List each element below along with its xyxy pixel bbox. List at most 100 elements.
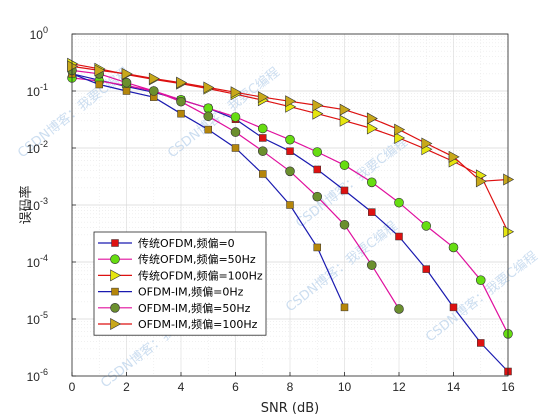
data-point-triangle	[67, 60, 79, 73]
x-tick-label: 16	[501, 380, 515, 394]
legend-label: OFDM-IM,频偏=100Hz	[138, 317, 258, 331]
data-point-circle	[394, 304, 404, 314]
data-point-circle	[203, 111, 214, 122]
x-axis-label: SNR (dB)	[261, 401, 319, 416]
y-tick-label: 10-5	[27, 310, 48, 327]
legend-item: 传统OFDM,频偏=0	[98, 236, 235, 250]
data-point-triangle	[366, 122, 378, 135]
x-tick-label: 14	[447, 380, 461, 394]
data-point-circle	[285, 166, 295, 177]
data-point-square	[368, 208, 376, 216]
data-point-circle	[257, 146, 268, 156]
data-point-circle	[339, 219, 350, 230]
series-5	[67, 65, 404, 314]
data-point-triangle	[285, 95, 297, 108]
data-point-triangle	[121, 67, 133, 80]
data-point-square	[95, 80, 103, 89]
data-point-square	[204, 125, 212, 134]
legend-label: OFDM-IM,频偏=0Hz	[138, 285, 244, 299]
y-tick-label: 10-1	[27, 82, 48, 99]
data-point-triangle	[203, 81, 215, 94]
legend: 传统OFDM,频偏=0 传统OFDM,频偏=50Hz 传统OFDM,频偏=100Hz…	[93, 231, 267, 336]
data-point-circle	[366, 260, 377, 270]
data-point-circle	[339, 160, 350, 170]
y-tick-label: 10-2	[27, 139, 48, 156]
data-point-circle	[285, 134, 295, 145]
data-point-triangle	[257, 91, 269, 104]
x-tick-label: 2	[123, 380, 130, 394]
data-point-square	[340, 303, 349, 312]
data-point-square	[340, 186, 349, 195]
legend-item: 传统OFDM,频偏=50Hz	[98, 252, 256, 266]
x-tick-label: 12	[392, 380, 406, 394]
series	[67, 57, 515, 376]
data-point-square	[422, 265, 430, 273]
data-point-triangle	[503, 225, 515, 238]
data-point-circle	[230, 112, 241, 122]
data-point-circle	[230, 127, 241, 137]
data-point-triangle	[366, 112, 378, 125]
watermark-text-6: CSDN博客：我要C编程	[423, 248, 541, 345]
data-point-triangle	[94, 64, 106, 77]
data-point-square	[449, 303, 458, 312]
data-point-circle	[110, 254, 120, 265]
data-point-circle	[475, 275, 486, 285]
x-tick-label: 8	[287, 380, 294, 394]
data-point-triangle	[475, 175, 487, 188]
data-point-triangle	[448, 150, 460, 163]
data-point-triangle	[110, 317, 122, 331]
data-point-square	[286, 147, 294, 155]
data-point-triangle	[110, 269, 122, 282]
legend-label: 传统OFDM,频偏=100Hz	[138, 268, 263, 282]
data-point-square	[177, 109, 185, 118]
data-point-triangle	[148, 72, 160, 85]
data-point-triangle	[312, 107, 324, 120]
legend-item: OFDM-IM,频偏=0Hz	[98, 285, 244, 299]
legend-label: 传统OFDM,频偏=50Hz	[138, 252, 256, 266]
legend-item: OFDM-IM,频偏=100Hz	[98, 317, 258, 331]
data-point-circle	[312, 147, 323, 157]
x-tick-label: 6	[232, 380, 239, 394]
data-point-circle	[110, 302, 120, 313]
data-point-square	[231, 144, 240, 152]
y-tick-label: 100	[30, 25, 48, 42]
data-point-triangle	[339, 114, 351, 127]
data-point-triangle	[503, 173, 515, 186]
legend-label: 传统OFDM,频偏=0	[138, 236, 235, 250]
legend-item: 传统OFDM,频偏=100Hz	[98, 268, 263, 282]
data-point-circle	[421, 221, 432, 231]
data-point-circle	[257, 123, 268, 134]
data-point-square	[111, 287, 119, 296]
data-point-circle	[448, 242, 459, 253]
legend-label: OFDM-IM,频偏=50Hz	[138, 301, 251, 315]
data-point-triangle	[312, 99, 324, 112]
series-6	[67, 60, 515, 188]
data-point-triangle	[230, 86, 242, 99]
data-point-triangle	[176, 76, 188, 89]
x-tick-label: 0	[69, 380, 76, 394]
data-point-circle	[203, 103, 214, 113]
data-point-circle	[394, 197, 404, 208]
data-point-square	[477, 339, 485, 347]
y-axis-label: 误码率	[18, 185, 34, 224]
data-point-square	[111, 239, 119, 247]
data-point-triangle	[394, 131, 406, 144]
data-point-triangle	[339, 103, 351, 116]
data-point-square	[259, 134, 267, 142]
data-point-circle	[121, 77, 132, 88]
y-tick-label: 10-4	[27, 253, 48, 270]
data-point-square	[313, 243, 321, 252]
legend-box	[93, 231, 267, 336]
data-point-circle	[366, 177, 377, 188]
data-point-circle	[148, 86, 159, 96]
data-point-triangle	[394, 123, 406, 136]
legend-item: OFDM-IM,频偏=50Hz	[98, 301, 251, 315]
data-point-square	[122, 87, 131, 95]
data-point-square	[313, 165, 321, 174]
data-point-square	[395, 232, 403, 241]
x-tick-label: 10	[338, 380, 352, 394]
data-point-square	[286, 201, 294, 209]
y-tick-label: 10-6	[27, 367, 48, 384]
data-point-square	[259, 170, 267, 178]
